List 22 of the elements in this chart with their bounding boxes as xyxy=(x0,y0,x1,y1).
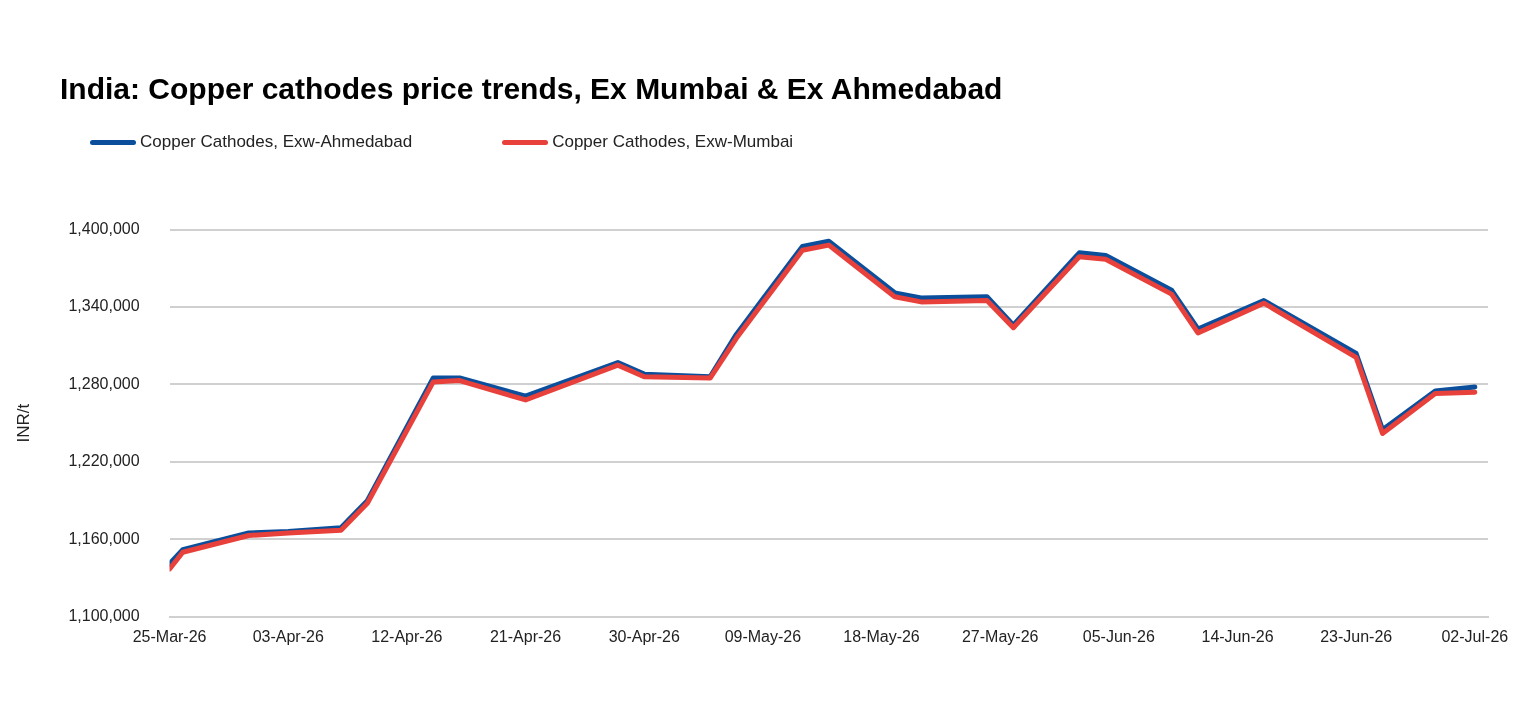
y-axis-title: INR/t xyxy=(13,403,33,443)
y-tick-label: 1,220,000 xyxy=(68,452,140,470)
x-tick-label: 30-Apr-26 xyxy=(608,627,680,645)
x-tick-label: 05-Jun-26 xyxy=(1082,627,1155,645)
y-tick-label: 1,400,000 xyxy=(68,220,140,238)
x-tick-label: 14-Jun-26 xyxy=(1201,627,1274,645)
x-tick-label: 03-Apr-26 xyxy=(252,627,324,645)
chart-title: India: Copper cathodes price trends, Ex Mumbai & Ex Ahmedabad xyxy=(60,72,1003,106)
y-tick-label: 1,100,000 xyxy=(68,607,140,625)
x-tick-label: 21-Apr-26 xyxy=(489,627,562,645)
x-tick-label: 12-Apr-26 xyxy=(371,627,443,645)
x-tick-label: 09-May-26 xyxy=(724,627,802,645)
legend-label: Copper Cathodes, Exw-Ahmedabad xyxy=(140,132,413,152)
x-tick-label: 25-Mar-26 xyxy=(132,627,207,645)
y-tick-label: 1,340,000 xyxy=(68,297,140,315)
x-tick-label: 27-May-26 xyxy=(961,627,1039,645)
x-tick-label: 18-May-26 xyxy=(843,627,920,645)
legend-label: Copper Cathodes, Exw-Mumbai xyxy=(552,132,794,152)
y-tick-label: 1,160,000 xyxy=(68,529,140,547)
y-tick-label: 1,280,000 xyxy=(68,374,140,392)
x-tick-label: 23-Jun-26 xyxy=(1320,627,1393,645)
x-tick-label: 02-Jul-26 xyxy=(1441,627,1509,645)
